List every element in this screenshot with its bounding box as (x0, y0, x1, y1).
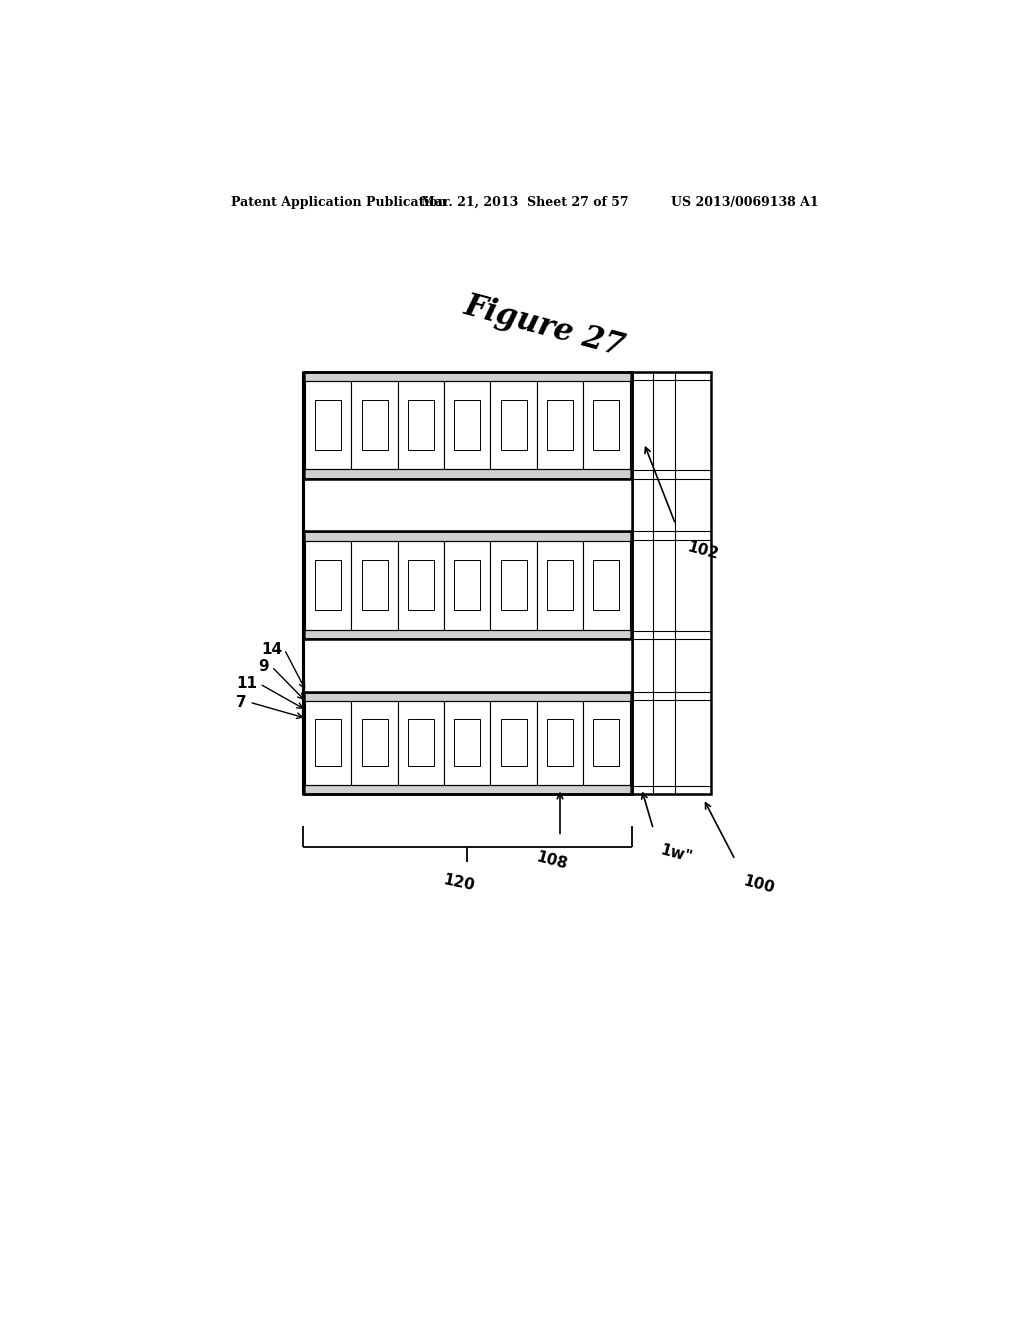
Bar (490, 541, 537, 630)
Text: US 2013/0069138 A1: US 2013/0069138 A1 (671, 195, 818, 209)
Bar (361, 560, 387, 610)
Bar (351, 701, 397, 784)
Bar (537, 541, 584, 630)
Bar (547, 719, 573, 766)
Text: Figure 27: Figure 27 (461, 289, 629, 363)
Bar (361, 400, 387, 450)
Bar (305, 701, 351, 784)
Bar (361, 719, 387, 766)
Bar (408, 400, 434, 450)
Text: Mar. 21, 2013  Sheet 27 of 57: Mar. 21, 2013 Sheet 27 of 57 (421, 195, 629, 209)
Bar (306, 639, 632, 692)
Bar (584, 701, 630, 784)
Bar (305, 532, 630, 541)
Bar (303, 532, 632, 639)
Text: 14: 14 (261, 642, 282, 657)
Bar (490, 701, 537, 784)
Bar (305, 541, 351, 630)
Text: 11: 11 (237, 676, 257, 692)
Bar (537, 701, 584, 784)
Bar (305, 470, 630, 479)
Bar (305, 784, 630, 793)
Bar (593, 400, 620, 450)
Bar (632, 372, 712, 793)
Text: Patent Application Publication: Patent Application Publication (231, 195, 446, 209)
Bar (305, 372, 630, 381)
Text: 9: 9 (259, 659, 269, 675)
Bar (351, 541, 397, 630)
Bar (537, 381, 584, 470)
Bar (408, 719, 434, 766)
Bar (584, 541, 630, 630)
Bar (303, 692, 632, 793)
Bar (397, 541, 444, 630)
Bar (501, 560, 526, 610)
Text: 1w": 1w" (658, 842, 694, 866)
Bar (593, 560, 620, 610)
Bar (547, 560, 573, 610)
Bar (303, 372, 632, 479)
Bar (584, 381, 630, 470)
Bar (501, 400, 526, 450)
Bar (306, 479, 632, 532)
Bar (305, 692, 630, 701)
Text: 102: 102 (686, 540, 721, 562)
Bar (315, 400, 341, 450)
Bar (455, 560, 480, 610)
Bar (315, 719, 341, 766)
Bar (490, 381, 537, 470)
Text: 7: 7 (237, 694, 247, 710)
Bar (455, 400, 480, 450)
Bar (315, 560, 341, 610)
Bar (444, 701, 490, 784)
Bar (351, 381, 397, 470)
Bar (305, 381, 351, 470)
Bar (397, 701, 444, 784)
Bar (593, 719, 620, 766)
Text: 120: 120 (442, 873, 476, 894)
Bar (397, 381, 444, 470)
Bar (408, 560, 434, 610)
Text: 100: 100 (741, 873, 776, 896)
Text: 108: 108 (535, 850, 569, 873)
Bar (305, 630, 630, 639)
Bar (547, 400, 573, 450)
Bar (455, 719, 480, 766)
Bar (501, 719, 526, 766)
Bar (444, 381, 490, 470)
Bar (444, 541, 490, 630)
